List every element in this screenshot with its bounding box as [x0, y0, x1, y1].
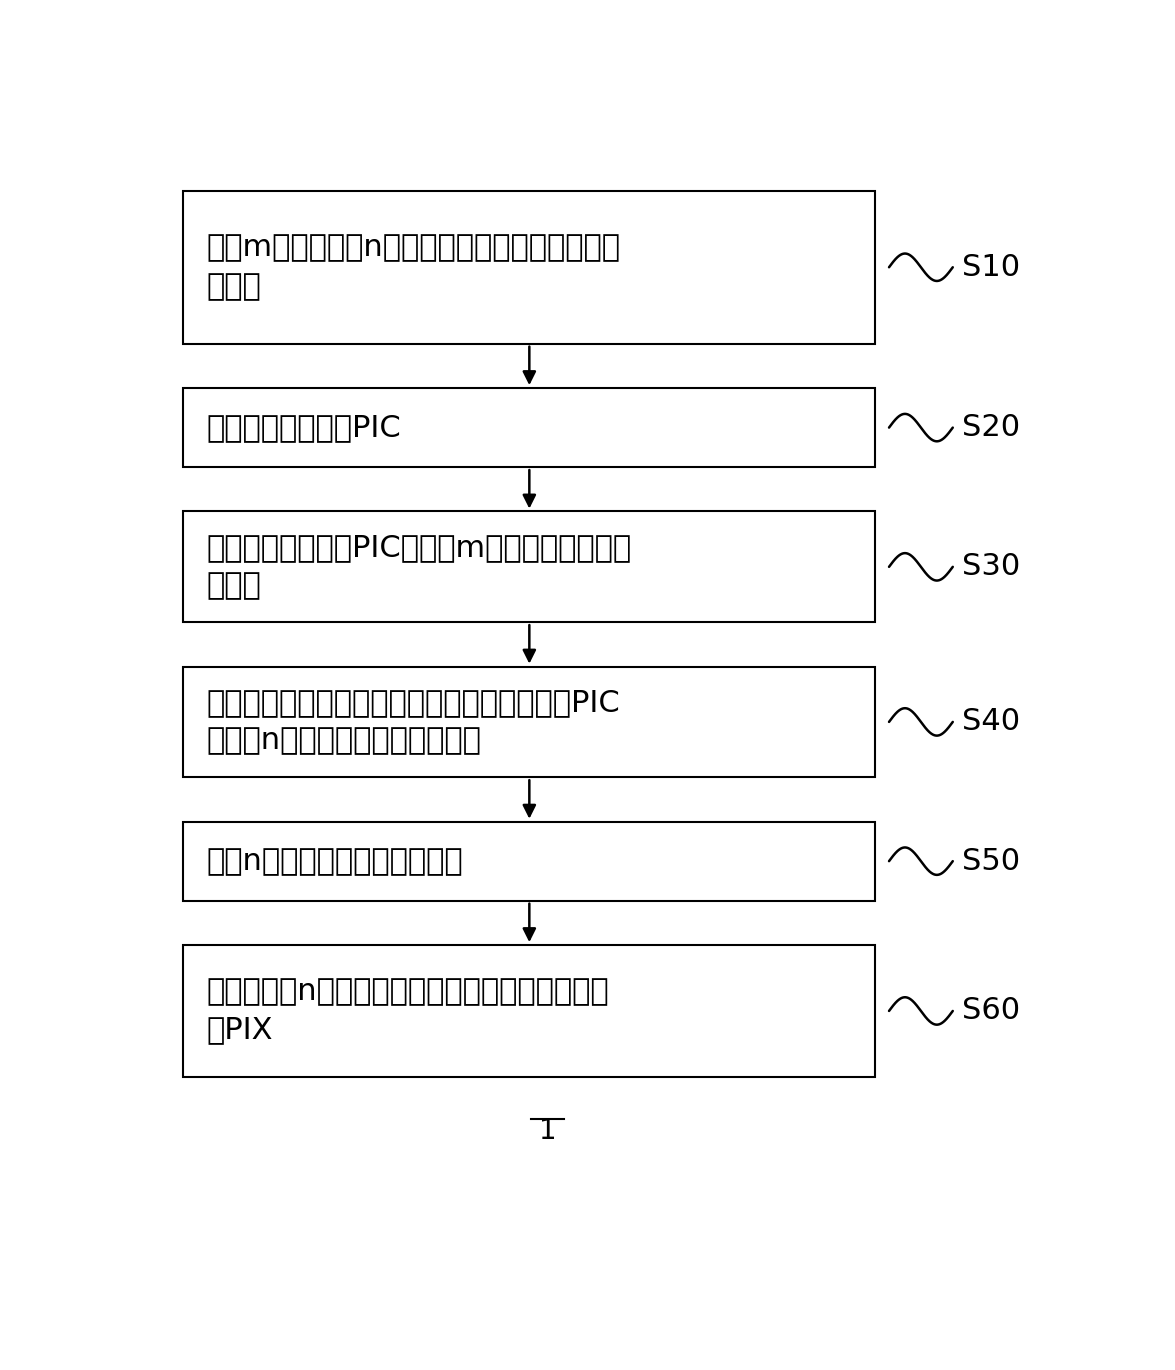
Text: 获取预设图像数据PIC: 获取预设图像数据PIC [206, 414, 401, 443]
Text: S30: S30 [962, 552, 1020, 581]
Text: 根据补偿的n比特灰阶中的第二灰阶值点亮单色像
素PIX: 根据补偿的n比特灰阶中的第二灰阶值点亮单色像 素PIX [206, 977, 609, 1044]
Text: S60: S60 [962, 996, 1020, 1026]
FancyBboxPatch shape [183, 667, 875, 777]
Text: S40: S40 [962, 707, 1020, 737]
Text: 补偿n比特灰阶中的第二灰阶值: 补偿n比特灰阶中的第二灰阶值 [206, 847, 463, 875]
FancyBboxPatch shape [183, 190, 875, 344]
Text: S10: S10 [962, 252, 1020, 282]
Text: 确定预设图像数据PIC对应的m比特灰阶中的第一
灰阶值: 确定预设图像数据PIC对应的m比特灰阶中的第一 灰阶值 [206, 533, 631, 600]
Text: 根据灰阶值亮度映射规则，确定预设图像数据PIC
对应的n比特灰阶中的第二灰阶值: 根据灰阶值亮度映射规则，确定预设图像数据PIC 对应的n比特灰阶中的第二灰阶值 [206, 688, 620, 755]
FancyBboxPatch shape [183, 822, 875, 900]
Text: S20: S20 [962, 414, 1020, 443]
FancyBboxPatch shape [183, 388, 875, 467]
FancyBboxPatch shape [183, 945, 875, 1077]
Text: S50: S50 [962, 847, 1020, 875]
FancyBboxPatch shape [183, 511, 875, 622]
Text: 建立m比特灰阶和n比特灰阶之间的灰阶值亮度映
射规则: 建立m比特灰阶和n比特灰阶之间的灰阶值亮度映 射规则 [206, 234, 620, 301]
Text: 1: 1 [538, 1117, 557, 1145]
